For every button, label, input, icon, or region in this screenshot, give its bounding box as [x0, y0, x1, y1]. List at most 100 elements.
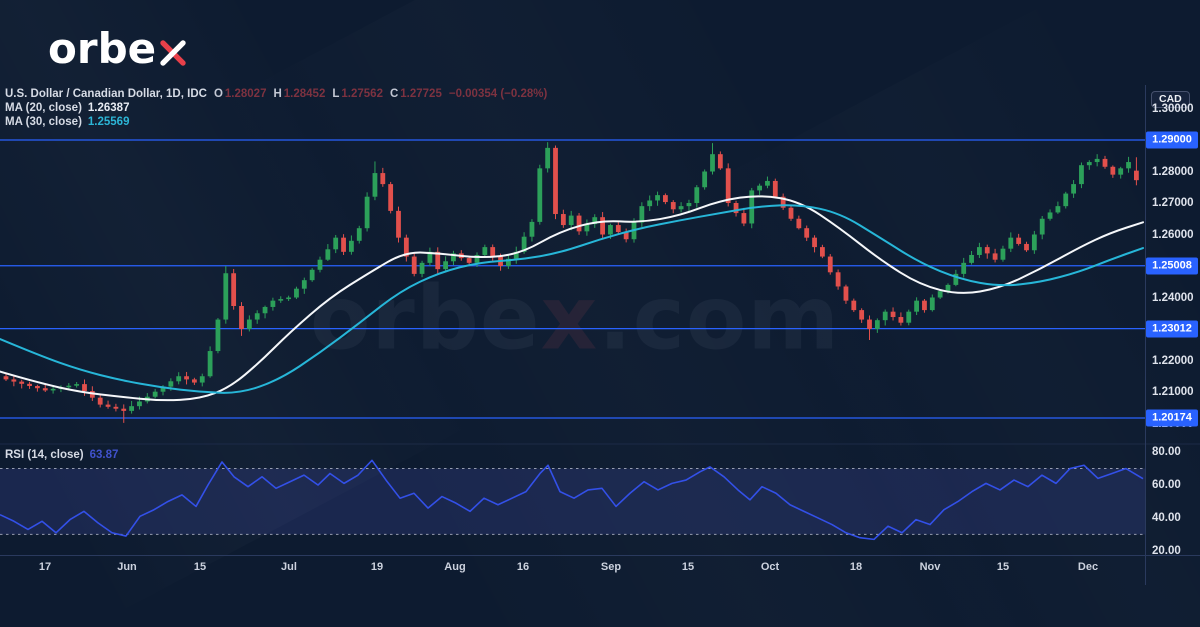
candle-body	[874, 320, 880, 329]
candle-body	[1086, 162, 1092, 166]
candle-body	[623, 231, 629, 240]
candle-body	[50, 388, 56, 391]
candle-body	[835, 272, 841, 287]
candle-body	[584, 224, 590, 232]
time-axis-label: Oct	[760, 561, 780, 573]
candle-body	[1102, 158, 1108, 167]
rsi-line	[0, 459, 1144, 541]
candle-body	[3, 376, 9, 380]
candle-body	[1079, 165, 1084, 185]
ma20-label[interactable]: MA (20, close)	[5, 102, 82, 114]
ma30-label[interactable]: MA (30, close)	[5, 116, 82, 128]
candle-body	[521, 236, 527, 252]
close-label: C	[389, 88, 399, 100]
candle-body	[867, 319, 872, 329]
candle-body	[262, 306, 268, 314]
price-level-badge: 1.29000	[1146, 131, 1198, 149]
currency-button[interactable]: CAD	[1151, 91, 1190, 108]
price-tick-label: 1.26000	[1152, 228, 1194, 241]
candle-body	[1031, 234, 1037, 251]
candle-body	[843, 286, 849, 301]
candle-body	[1000, 248, 1006, 260]
candle-body	[961, 262, 967, 274]
candle-body	[859, 310, 865, 320]
candle-body	[82, 384, 87, 392]
candle-body	[560, 214, 566, 226]
logo-text: orbe	[48, 24, 157, 73]
candle-body	[1047, 212, 1053, 219]
candle-body	[977, 247, 982, 255]
candle-body	[66, 385, 72, 388]
candle-body	[929, 297, 935, 311]
candle-body	[741, 213, 747, 224]
candle-body	[615, 225, 621, 232]
price-level-badge: 1.25008	[1146, 257, 1198, 275]
candle-body	[1118, 168, 1124, 175]
candle-body	[686, 203, 692, 207]
price-tick-label: 1.28000	[1152, 165, 1194, 178]
candle-body	[317, 259, 323, 270]
rsi-band	[0, 468, 1145, 535]
low-value: 1.27562	[341, 88, 383, 100]
candle-body	[294, 288, 299, 298]
time-axis-label: 15	[996, 561, 1010, 573]
candle-body	[1063, 193, 1069, 207]
price-tick-label: 1.21000	[1152, 386, 1194, 398]
candle-body	[1008, 237, 1014, 249]
candle-body	[608, 225, 613, 235]
candle-body	[984, 247, 990, 254]
time-axis-label: Aug	[444, 561, 466, 573]
candle-body	[231, 273, 237, 307]
candle-body	[388, 184, 394, 211]
watermark-x: x	[540, 266, 599, 370]
candle-body	[19, 381, 25, 384]
candle-body	[992, 253, 998, 260]
candle-body	[937, 291, 943, 298]
candle-body	[592, 217, 598, 225]
candle-body	[922, 300, 927, 311]
candle-body	[702, 171, 708, 188]
candle-body	[1039, 218, 1045, 235]
candle-body	[765, 180, 770, 186]
candle-body	[215, 319, 221, 352]
candle-body	[364, 196, 370, 229]
rsi-label[interactable]: RSI (14, close)	[5, 449, 84, 461]
candle-body	[356, 228, 362, 241]
candle-body	[474, 254, 480, 263]
candle-body	[647, 200, 653, 207]
candle-body	[160, 386, 166, 392]
candle-body	[207, 351, 213, 377]
chart-legend: U.S. Dollar / Canadian Dollar, 1D, IDC O 1…	[5, 87, 547, 129]
ma20-value: 1.26387	[87, 102, 130, 114]
symbol-title[interactable]: U.S. Dollar / Canadian Dollar, 1D, IDC	[5, 88, 207, 100]
candle-body	[568, 215, 574, 226]
candle-body	[42, 388, 48, 391]
candle-body	[1071, 184, 1076, 194]
ma30-row: MA (30, close) 1.25569	[5, 115, 547, 129]
candle-body	[827, 256, 833, 273]
time-axis-label: 16	[516, 561, 530, 573]
candle-body	[1134, 170, 1139, 181]
candle-body	[451, 253, 456, 262]
rsi-tick-label: 20.00	[1152, 544, 1181, 557]
candle-body	[27, 383, 32, 387]
candle-body	[1126, 162, 1131, 169]
ma30-line	[0, 204, 1144, 394]
candle-body	[74, 384, 80, 386]
candle-body	[482, 247, 488, 255]
rsi-legend: RSI (14, close) 63.87	[5, 449, 118, 461]
low-label: L	[332, 88, 340, 100]
candle-body	[553, 147, 558, 215]
high-label: H	[273, 88, 282, 100]
candle-body	[105, 404, 111, 407]
candle-body	[639, 206, 645, 223]
candle-body	[152, 391, 158, 397]
open-label: O	[213, 88, 223, 100]
candle-body	[121, 408, 127, 411]
change-value: −0.00354 (−0.28%)	[448, 88, 548, 100]
candle-body	[419, 262, 425, 274]
candle-body	[670, 202, 676, 210]
candle-body	[717, 154, 723, 169]
